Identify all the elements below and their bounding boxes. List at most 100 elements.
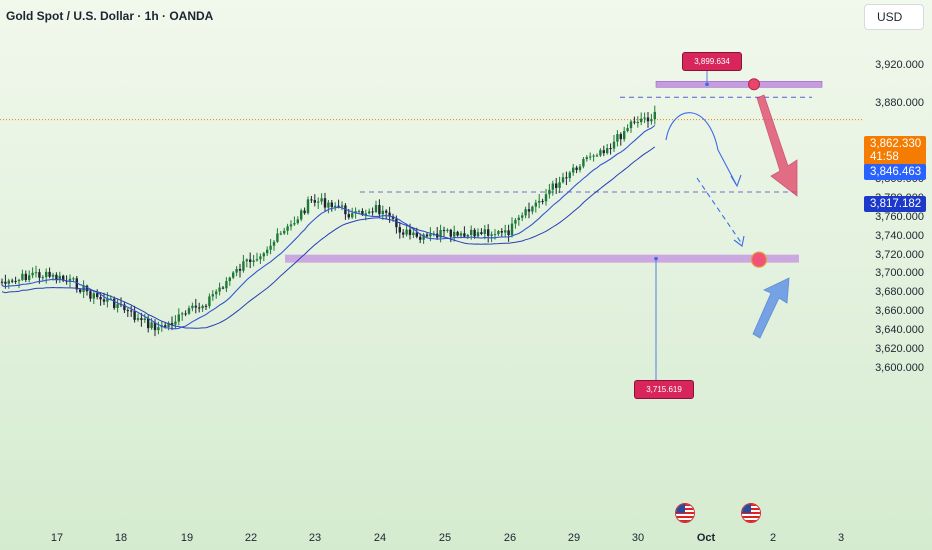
candle-body: [558, 182, 561, 188]
projection-curve: [665, 112, 737, 185]
candle-body: [453, 231, 456, 237]
candle-body: [330, 202, 333, 207]
price-tick-label: 3,640.000: [875, 324, 924, 337]
candle-body: [527, 209, 531, 212]
candle-body: [497, 231, 500, 235]
candle-body: [446, 229, 449, 231]
candle-body: [653, 111, 656, 120]
candle-body: [531, 206, 534, 212]
candle-body: [347, 214, 350, 218]
candle-body: [150, 322, 153, 329]
candle-body: [381, 210, 384, 215]
candle-body: [334, 205, 337, 207]
candle-body: [68, 278, 72, 281]
resistance-connector-dot: [705, 82, 709, 87]
candle-body: [429, 234, 432, 237]
time-tick-label: 24: [373, 532, 387, 544]
candle-body: [643, 117, 646, 119]
time-tick-label: Oct: [696, 532, 716, 544]
candle-body: [218, 287, 221, 292]
candle-body: [89, 291, 92, 299]
candle-body: [198, 307, 201, 309]
candle-body: [357, 210, 361, 212]
candle-body: [181, 313, 184, 315]
support-connector-dot: [654, 256, 658, 261]
candle-body: [38, 272, 41, 278]
projection-arrowhead: [730, 174, 742, 188]
candle-body: [225, 281, 228, 289]
candle-body: [99, 297, 102, 300]
candle-body: [0, 281, 4, 283]
candle-body: [439, 230, 442, 238]
candle-body: [259, 256, 262, 260]
candle-body: [599, 150, 602, 156]
price-tick-label: 3,740.000: [875, 229, 924, 242]
chart-title: Gold Spot / U.S. Dollar · 1h · OANDA: [6, 9, 214, 23]
currency-button[interactable]: USD: [864, 4, 924, 30]
candle-body: [514, 220, 517, 224]
price-tick-label: 3,700.000: [875, 267, 924, 280]
candle-body: [517, 217, 520, 221]
candle-body: [619, 134, 622, 140]
candle-body: [279, 233, 282, 235]
candle-body: [45, 271, 48, 278]
candle-body: [636, 122, 639, 124]
candle-body: [354, 211, 357, 214]
candle-body: [204, 305, 208, 307]
candle-body: [589, 156, 592, 158]
candle-body: [408, 229, 412, 236]
candle-body: [113, 298, 116, 308]
candle-body: [378, 205, 381, 215]
candle-body: [62, 275, 65, 281]
candle-body: [578, 166, 582, 170]
candle-body: [585, 157, 588, 160]
candle-body: [276, 233, 279, 242]
candle-body: [323, 198, 327, 208]
candle-body: [58, 275, 61, 281]
candle-body: [449, 229, 452, 237]
candle-body: [72, 278, 75, 280]
us-flag-event-icon[interactable]: [675, 503, 695, 523]
candle-body: [500, 231, 503, 233]
candle-body: [561, 177, 565, 183]
candle-body: [650, 119, 653, 122]
candle-body: [310, 199, 313, 201]
candle-body: [504, 230, 507, 233]
candle-body: [262, 253, 265, 257]
candle-body: [320, 198, 323, 202]
candle-body: [470, 229, 473, 235]
candle-body: [136, 318, 140, 320]
candle-body: [385, 210, 388, 213]
candle-body: [415, 232, 418, 237]
candle-body: [96, 293, 99, 298]
candle-body: [55, 274, 58, 281]
candle-body: [572, 167, 575, 173]
candle-body: [238, 268, 242, 271]
candle-body: [289, 224, 293, 227]
candle-body: [269, 245, 272, 250]
us-flag-event-icon[interactable]: [741, 503, 761, 523]
resistance-callout[interactable]: 3,899.634: [682, 52, 742, 71]
candle-body: [361, 210, 364, 215]
candle-body: [402, 232, 405, 235]
candle-body: [374, 205, 378, 213]
candle-body: [164, 325, 167, 328]
candle-body: [473, 229, 476, 237]
resistance-zone: [655, 80, 823, 88]
candle-body: [283, 230, 286, 234]
candle-body: [228, 277, 231, 282]
projection-dashed: [696, 177, 743, 245]
candle-body: [133, 311, 136, 320]
candle-body: [551, 183, 554, 190]
candle-body: [11, 280, 14, 282]
support-callout[interactable]: 3,715.619: [634, 380, 694, 399]
candle-body: [524, 209, 527, 216]
bearish-arrow: [756, 94, 798, 197]
candle-body: [221, 287, 225, 289]
candle-body: [480, 232, 483, 235]
time-tick-label: 19: [180, 532, 194, 544]
candle-body: [340, 205, 344, 207]
flag-canton: [742, 504, 751, 513]
